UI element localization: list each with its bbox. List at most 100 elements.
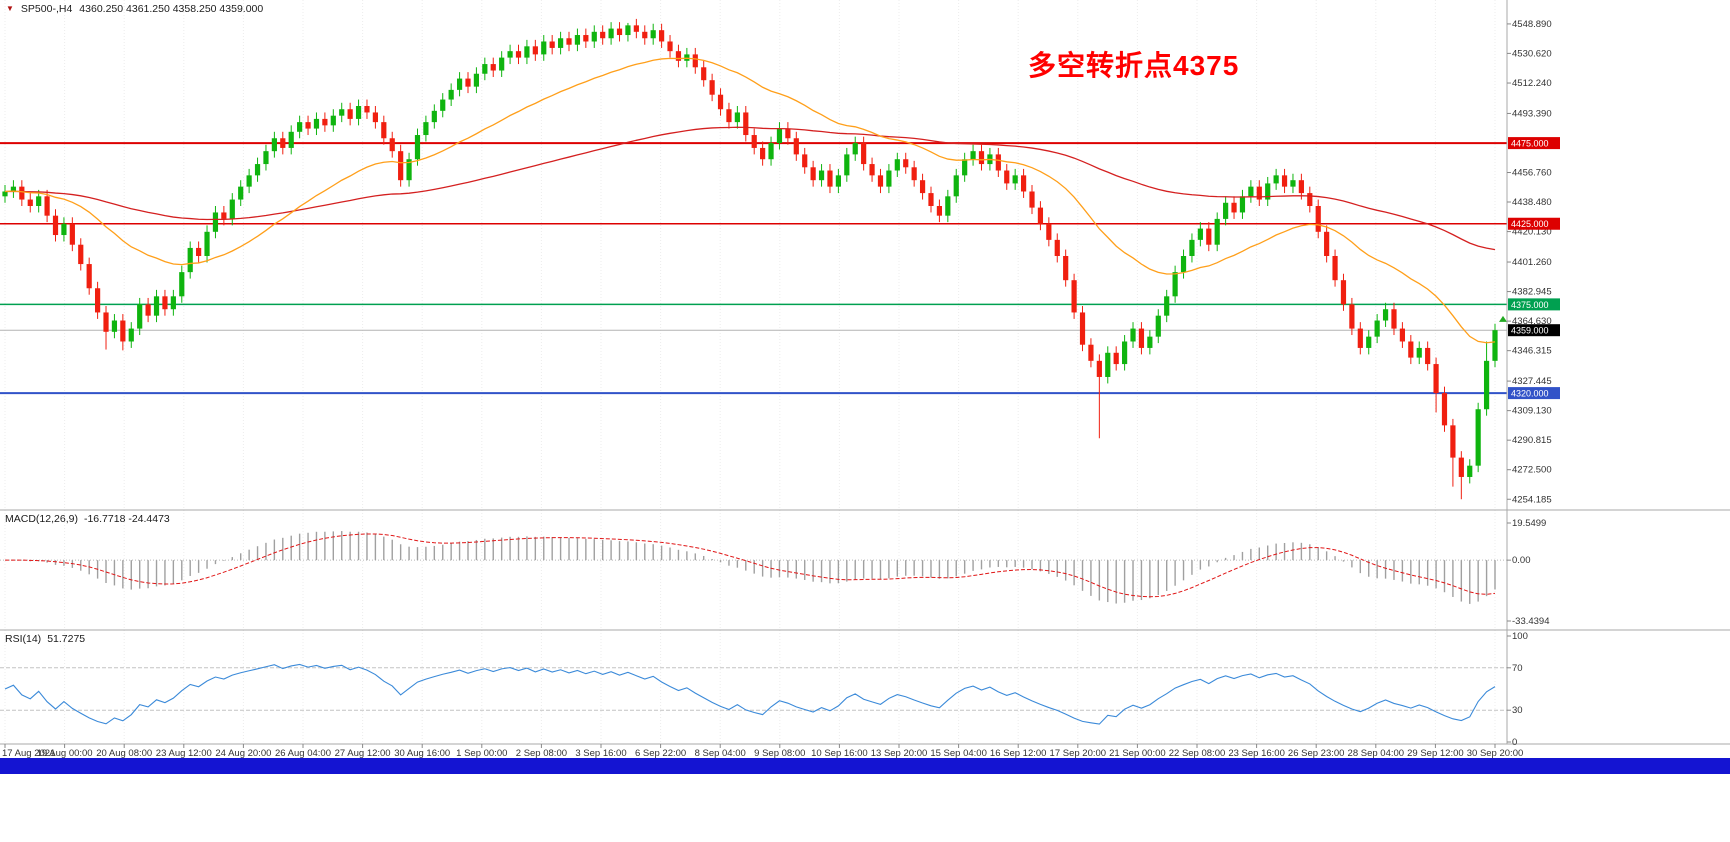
candle xyxy=(1450,418,1456,487)
candle xyxy=(692,47,698,74)
candle xyxy=(515,44,522,65)
time-axis-label: 13 Sep 20:00 xyxy=(871,748,928,758)
candle xyxy=(2,185,8,203)
candle xyxy=(1399,322,1406,348)
price-axis-tick: 4309.130 xyxy=(1512,406,1552,417)
symbol-info: ▼ SP500-,H4 4360.250 4361.250 4358.250 4… xyxy=(6,3,263,15)
candle xyxy=(1256,180,1262,206)
time-axis-label: 19 Aug 00:00 xyxy=(37,748,93,758)
candle xyxy=(1029,185,1035,215)
candle xyxy=(785,122,791,145)
time-axis-label: 30 Aug 16:00 xyxy=(394,748,450,758)
time-axis-label: 10 Sep 16:00 xyxy=(811,748,868,758)
candle xyxy=(364,99,370,119)
candle xyxy=(633,18,639,39)
candle xyxy=(701,60,707,87)
candle xyxy=(1122,335,1128,371)
candle xyxy=(499,51,505,77)
rsi-axis: 100 70 30 0 xyxy=(1507,631,1528,748)
candle xyxy=(1054,233,1060,263)
candle xyxy=(120,314,126,351)
candle xyxy=(322,112,328,132)
rsi-value: 51.7275 xyxy=(47,633,86,645)
candle xyxy=(440,93,446,118)
ohlc-values: 4360.250 4361.250 4358.250 4359.000 xyxy=(79,3,264,15)
candle xyxy=(1425,341,1431,371)
candle xyxy=(456,72,463,97)
candle xyxy=(936,199,943,223)
time-axis-label: 26 Sep 23:00 xyxy=(1288,748,1345,758)
price-axis-tick: 4290.815 xyxy=(1512,435,1552,446)
candle xyxy=(919,173,926,200)
candle xyxy=(591,25,597,48)
candle xyxy=(810,160,816,187)
candle xyxy=(398,144,404,187)
candle xyxy=(297,115,303,139)
candle xyxy=(229,193,235,226)
candle xyxy=(1096,354,1102,439)
candle xyxy=(1130,322,1136,348)
candle xyxy=(970,144,976,166)
candle xyxy=(709,73,715,102)
candle xyxy=(246,168,252,194)
time-axis-label: 23 Aug 12:00 xyxy=(156,748,212,758)
candle xyxy=(271,131,277,158)
current-price-tag xyxy=(1508,324,1560,337)
candle xyxy=(1467,459,1473,484)
candle xyxy=(238,180,244,206)
time-axis-label: 24 Aug 20:00 xyxy=(215,748,271,758)
candle xyxy=(1433,357,1439,413)
price-axis-tick: 4493.390 xyxy=(1512,108,1552,119)
candle xyxy=(659,23,665,48)
candle xyxy=(78,238,84,271)
candle xyxy=(743,106,749,142)
candle xyxy=(1492,323,1498,368)
candle xyxy=(608,22,614,45)
candle xyxy=(894,152,900,177)
price-axis-tick: 4272.500 xyxy=(1512,465,1552,476)
price-axis-tick: 4401.260 xyxy=(1512,257,1552,268)
candle xyxy=(339,102,345,123)
candle xyxy=(52,209,59,242)
macd-histogram xyxy=(12,531,1496,604)
chart-canvas[interactable]: 4548.890 4530.620 4512.240 4493.390 4456.760… xyxy=(0,0,1730,758)
candle xyxy=(1408,335,1414,365)
candle xyxy=(995,147,1001,177)
candle xyxy=(616,22,623,42)
candlesticks xyxy=(2,18,1498,500)
candle xyxy=(600,25,606,45)
candle xyxy=(473,67,480,94)
price-axis[interactable]: 4548.890 4530.620 4512.240 4493.390 4456.760… xyxy=(1507,19,1560,505)
symbol-arrow-icon: ▼ xyxy=(6,4,14,13)
candle xyxy=(818,164,825,187)
time-axis-label: 6 Sep 22:00 xyxy=(635,748,686,758)
candle xyxy=(86,257,92,295)
price-axis-tick: 4364.630 xyxy=(1512,316,1552,327)
candle xyxy=(1079,306,1086,352)
candle xyxy=(1281,168,1288,194)
candle xyxy=(263,144,269,171)
level-lines[interactable] xyxy=(0,142,1507,395)
candle xyxy=(852,136,858,161)
price-axis-tick: 4382.945 xyxy=(1512,287,1552,298)
candle xyxy=(1357,322,1363,355)
candle xyxy=(1273,168,1279,190)
rsi-params: RSI(14) xyxy=(5,633,42,645)
frame xyxy=(0,0,1730,745)
candle xyxy=(541,35,547,61)
candle xyxy=(886,164,892,194)
price-axis-tick: 4327.445 xyxy=(1512,376,1552,387)
candle xyxy=(330,109,336,132)
candle xyxy=(726,102,732,129)
text-annotation[interactable]: 多空转折点4375 xyxy=(1028,50,1240,81)
candle xyxy=(861,136,867,171)
candle xyxy=(27,193,33,213)
candle xyxy=(1113,346,1119,371)
macd-axis: 19.5499 0.00 -33.4394 xyxy=(1507,518,1550,627)
candle xyxy=(1071,273,1077,319)
candle xyxy=(1012,168,1018,190)
candle xyxy=(793,131,799,161)
candle xyxy=(162,289,168,316)
